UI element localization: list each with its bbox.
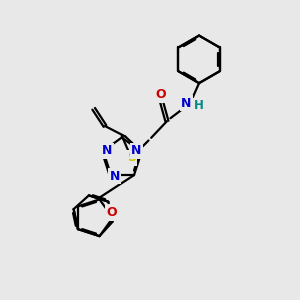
Text: S: S: [127, 151, 136, 164]
Text: N: N: [131, 144, 142, 157]
Text: O: O: [156, 88, 166, 101]
Text: N: N: [182, 97, 192, 110]
Text: H: H: [194, 99, 204, 112]
Text: N: N: [102, 144, 112, 157]
Text: O: O: [106, 206, 117, 219]
Text: N: N: [110, 170, 120, 183]
